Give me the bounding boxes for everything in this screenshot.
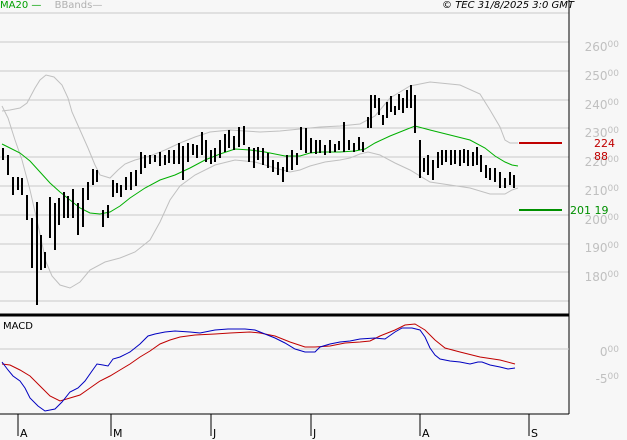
x-label-september: S bbox=[531, 427, 538, 440]
bbands-lower-line bbox=[1, 105, 519, 289]
x-label-april: A bbox=[20, 427, 28, 440]
y-label-21000: 21000 bbox=[584, 184, 619, 198]
chart-credit: © TEC 31/8/2025 3:0 GMT bbox=[442, 0, 574, 11]
legend-ma20: MA20 bbox=[0, 0, 29, 11]
x-label-august: A bbox=[422, 427, 430, 440]
macd-y-label-neg500: -500 bbox=[595, 372, 619, 386]
macd-y-label-0: 000 bbox=[599, 345, 619, 359]
y-label-24000: 24000 bbox=[584, 98, 619, 112]
legend-ma20-swatch: — bbox=[28, 0, 42, 11]
price-bars bbox=[2, 85, 515, 305]
y-label-23000: 23000 bbox=[584, 126, 619, 140]
resistance-label: 224 88 bbox=[594, 137, 615, 163]
y-label-22000: 22000 bbox=[584, 155, 619, 169]
y-label-18000: 18000 bbox=[584, 270, 619, 284]
y-label-25000: 25000 bbox=[584, 69, 619, 83]
x-label-june: J bbox=[213, 427, 217, 440]
y-label-26000: 26000 bbox=[584, 40, 619, 54]
x-axis-ticks bbox=[17, 414, 530, 436]
macd-panel-title: MACD bbox=[3, 321, 33, 332]
x-label-may: M bbox=[113, 427, 123, 440]
support-label: 201 19 bbox=[570, 204, 609, 217]
macd-line bbox=[1, 327, 516, 412]
y-label-19000: 19000 bbox=[584, 241, 619, 255]
macd-signal-line bbox=[1, 323, 516, 402]
ma20-line bbox=[1, 125, 519, 215]
chart-legend: MA20 — BBands— bbox=[0, 0, 102, 12]
legend-bbands: BBands bbox=[54, 0, 93, 11]
legend-bbands-swatch: — bbox=[92, 0, 103, 11]
y-label-20000: 20000 bbox=[584, 213, 619, 227]
bbands-upper-line bbox=[1, 74, 518, 179]
price-gridlines bbox=[0, 12, 569, 302]
x-label-july: J bbox=[313, 427, 317, 440]
